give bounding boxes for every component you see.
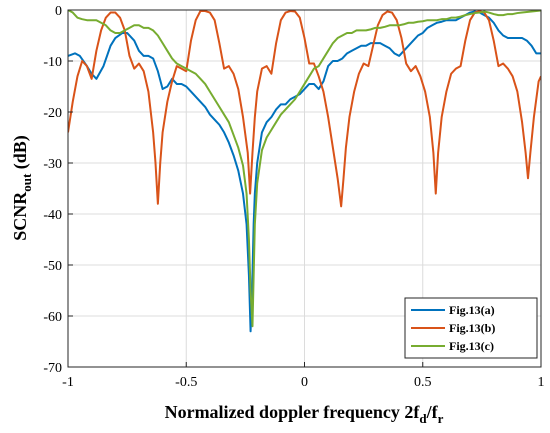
y-tick-label: -20 (43, 106, 62, 121)
series-layer (68, 10, 541, 333)
legend-label: Fig.13(a) (449, 303, 495, 317)
y-tick-label: -70 (43, 361, 62, 376)
series-line-3 (68, 10, 541, 328)
y-tick-label: -40 (43, 208, 62, 223)
y-axis-title: SCNRout (dB) (10, 135, 34, 241)
y-axis-title-unit: (dB) (10, 135, 31, 174)
legend: Fig.13(a) Fig.13(b) Fig.13(c) (404, 297, 538, 359)
x-axis-title-main: Normalized doppler frequency 2f (165, 402, 421, 422)
y-axis-title-main: SCNR (10, 191, 30, 241)
legend-label: Fig.13(b) (449, 321, 495, 335)
y-tick-label: 0 (55, 4, 62, 19)
y-tick-label: -30 (43, 157, 62, 172)
y-tick-label: -60 (43, 310, 62, 325)
x-axis-ticks: -1 -0.5 0 0.5 1 (62, 362, 545, 390)
series-line-2 (68, 10, 541, 208)
y-tick-label: -10 (43, 55, 62, 70)
y-tick-label: -50 (43, 259, 62, 274)
x-tick-label: 0.5 (414, 375, 432, 390)
x-tick-label: 1 (538, 375, 545, 390)
y-axis-ticks: 0 -10 -20 -30 -40 -50 -60 -70 (43, 4, 73, 376)
x-tick-label: -0.5 (175, 375, 197, 390)
x-axis-title-sub2: r (438, 411, 444, 426)
x-axis-title-sub1: d (419, 411, 427, 426)
y-axis-title-sub: out (19, 173, 34, 192)
x-tick-label: 0 (301, 375, 308, 390)
x-axis-title-mid: /f (426, 402, 439, 422)
x-axis-title: Normalized doppler frequency 2fd/fr (165, 402, 444, 426)
legend-label: Fig.13(c) (449, 339, 494, 353)
x-tick-label: -1 (62, 375, 74, 390)
